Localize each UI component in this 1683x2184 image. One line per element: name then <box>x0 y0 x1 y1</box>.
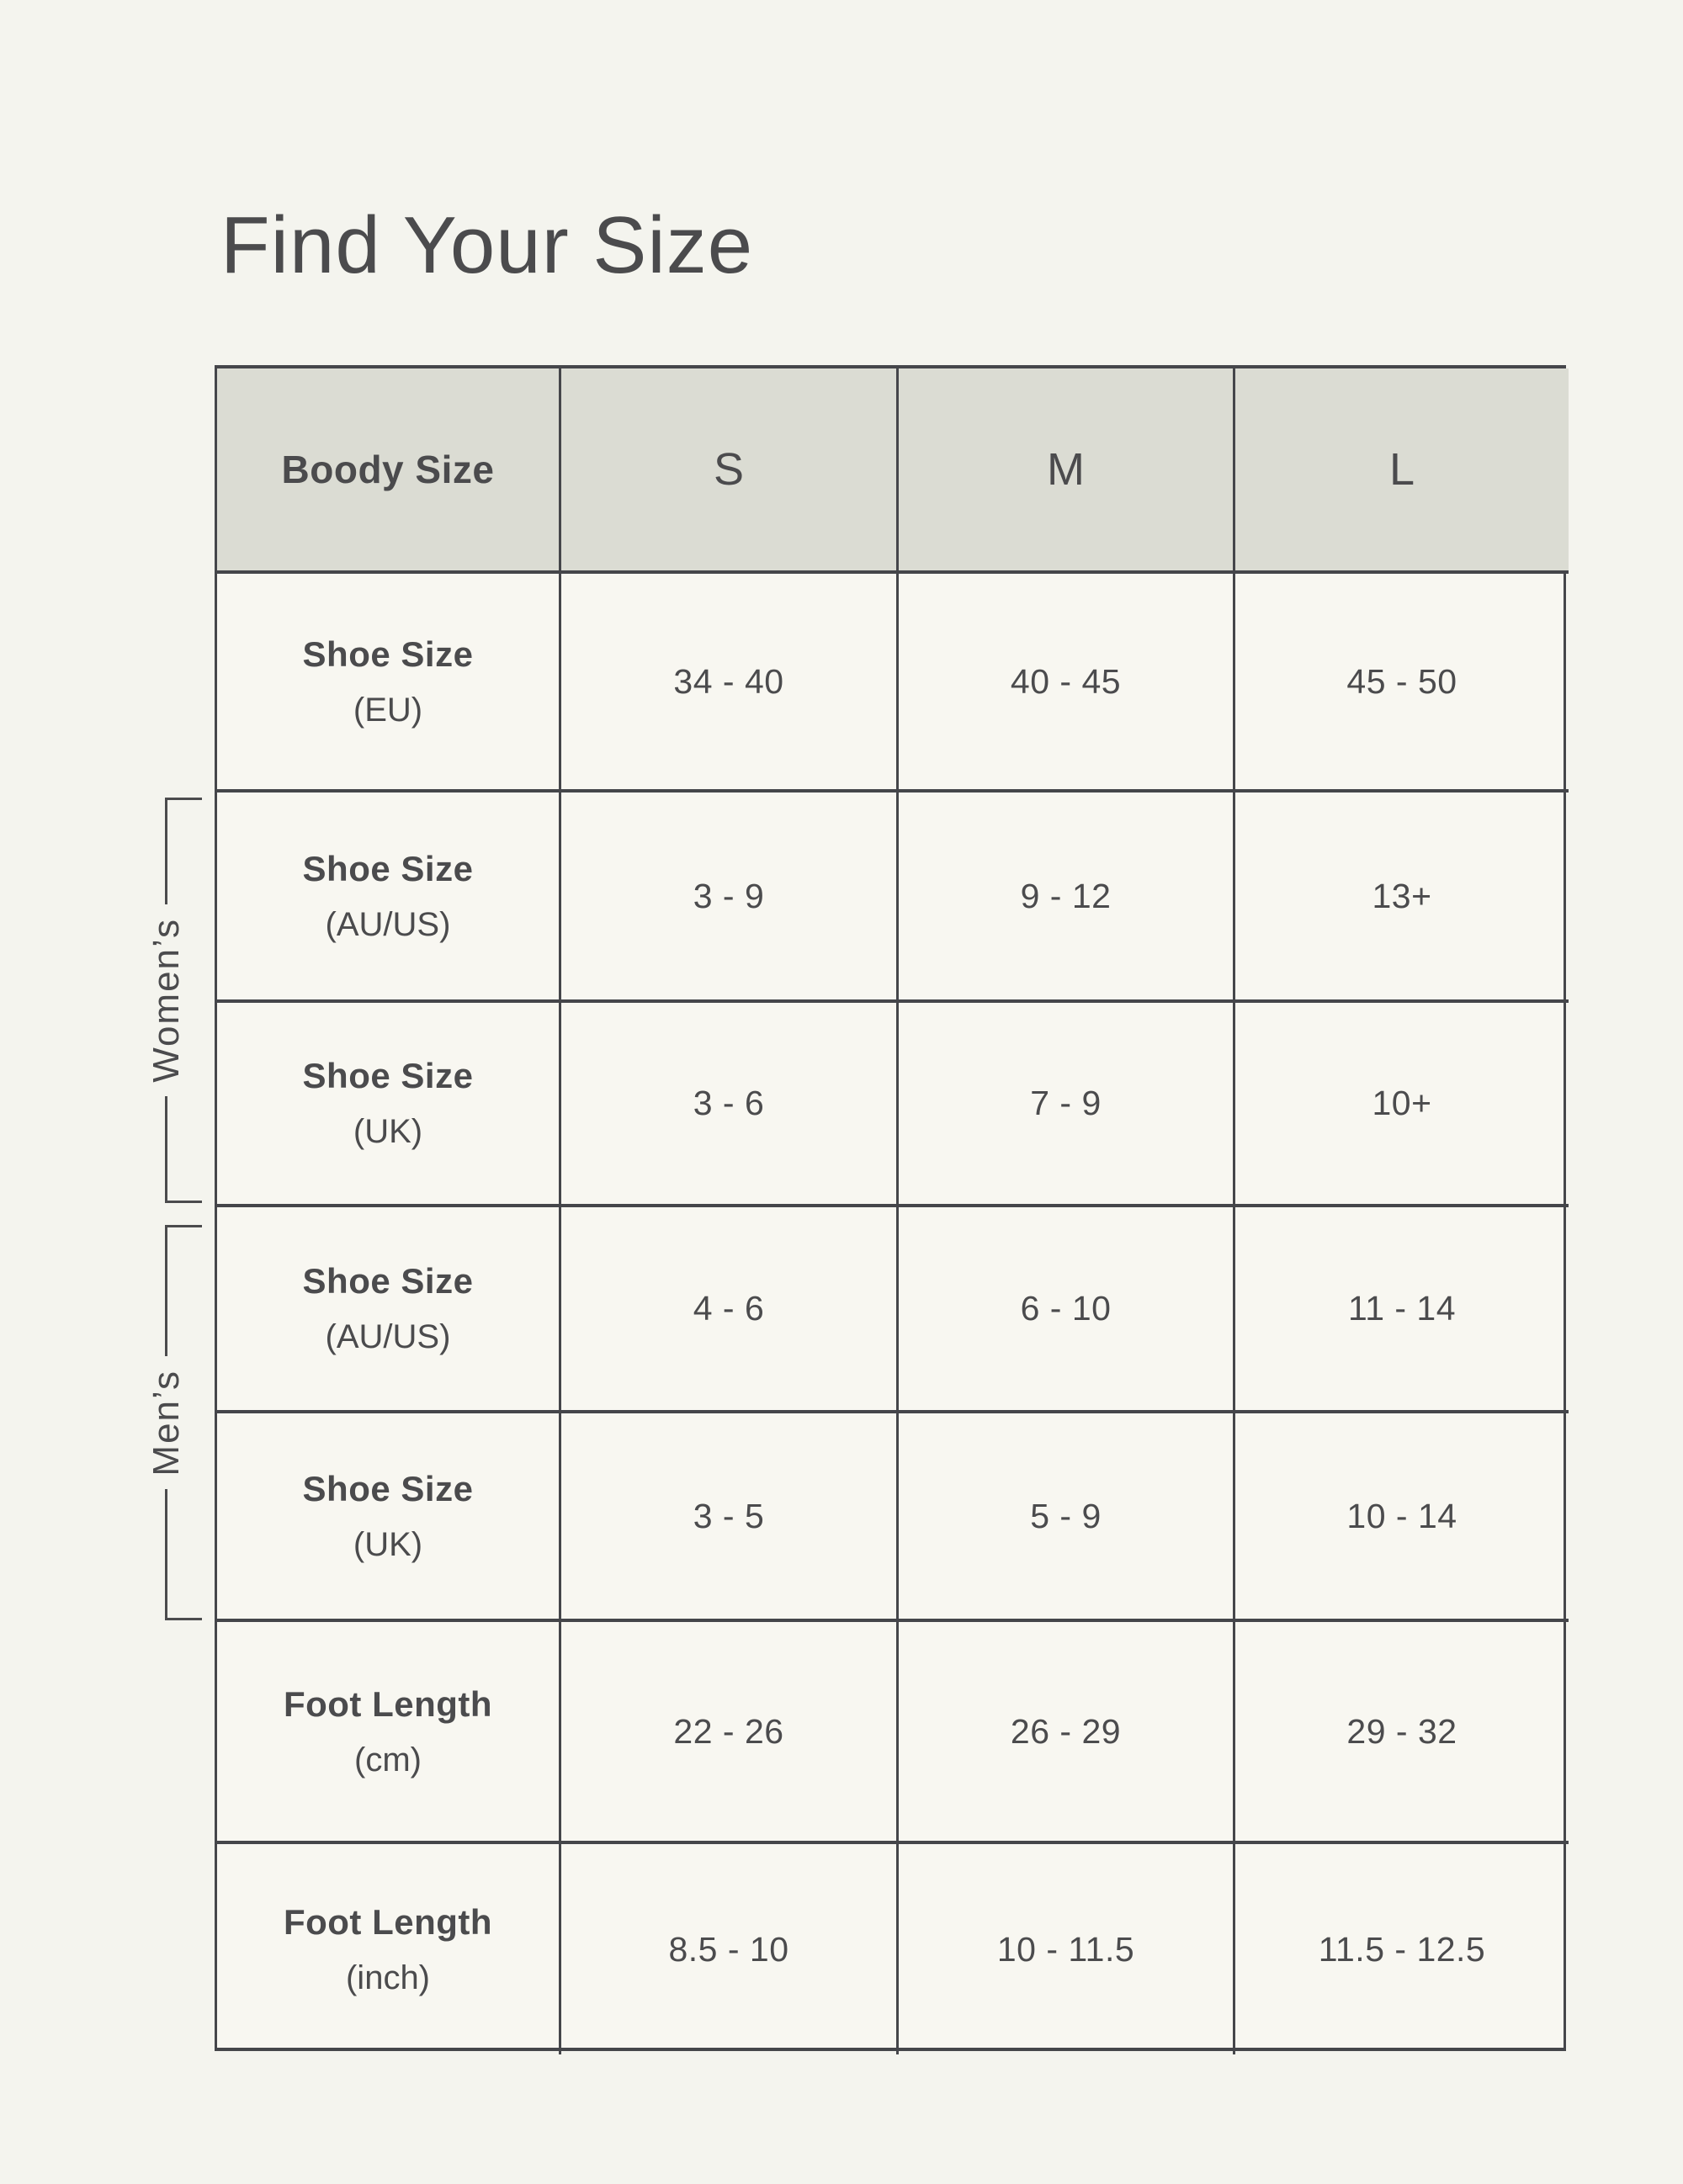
cell-eu-l: 45 - 50 <box>1235 574 1569 792</box>
row-header-foot-length-inch: Foot Length (inch) <box>217 1844 561 2054</box>
cell-womens-auus-l: 13+ <box>1235 792 1569 1003</box>
cell-womens-auus-m: 9 - 12 <box>899 792 1235 1003</box>
row-unit: (AU/US) <box>325 1318 451 1355</box>
page-title: Find Your Size <box>220 200 754 291</box>
column-header-m: M <box>899 368 1235 574</box>
row-label: Foot Length <box>283 1683 493 1724</box>
bracket-line-top <box>165 1225 202 1356</box>
row-unit: (UK) <box>353 1113 423 1150</box>
row-header-shoe-size-eu: Shoe Size (EU) <box>217 574 561 792</box>
cell-mens-uk-m: 5 - 9 <box>899 1413 1235 1622</box>
row-label: Shoe Size <box>302 848 474 888</box>
cell-eu-s: 34 - 40 <box>561 574 899 792</box>
row-header-foot-length-cm: Foot Length (cm) <box>217 1622 561 1844</box>
cell-womens-uk-s: 3 - 6 <box>561 1003 899 1207</box>
bracket-line-bottom <box>165 1489 202 1621</box>
mens-group-label: Men’s <box>146 1369 187 1476</box>
row-unit: (AU/US) <box>325 905 451 943</box>
cell-footcm-m: 26 - 29 <box>899 1622 1235 1844</box>
column-header-s: S <box>561 368 899 574</box>
cell-womens-auus-s: 3 - 9 <box>561 792 899 1003</box>
cell-mens-uk-l: 10 - 14 <box>1235 1413 1569 1622</box>
cell-womens-uk-m: 7 - 9 <box>899 1003 1235 1207</box>
row-header-womens-shoe-size-auus: Shoe Size (AU/US) <box>217 792 561 1003</box>
size-chart-table: Boody Size S M L Shoe Size (EU) 34 - 40 … <box>215 365 1569 2054</box>
row-label: Shoe Size <box>302 1056 474 1095</box>
cell-footcm-l: 29 - 32 <box>1235 1622 1569 1844</box>
row-unit: (inch) <box>345 1959 431 1996</box>
row-unit: (cm) <box>354 1741 422 1778</box>
cell-mens-auus-s: 4 - 6 <box>561 1207 899 1413</box>
row-label: Shoe Size <box>302 1261 474 1301</box>
mens-group-bracket: Men’s <box>146 1225 202 1621</box>
row-header-womens-shoe-size-uk: Shoe Size (UK) <box>217 1003 561 1207</box>
cell-eu-m: 40 - 45 <box>899 574 1235 792</box>
row-unit: (UK) <box>353 1525 423 1563</box>
cell-footinch-l: 11.5 - 12.5 <box>1318 1929 1486 1969</box>
row-header-mens-shoe-size-uk: Shoe Size (UK) <box>217 1413 561 1622</box>
cell-mens-uk-s: 3 - 5 <box>561 1413 899 1622</box>
cell-footinch-m: 10 - 11.5 <box>899 1844 1235 2054</box>
cell-footinch-s: 8.5 - 10 <box>561 1844 899 2054</box>
row-label: Foot Length <box>283 1901 493 1942</box>
womens-group-bracket: Women’s <box>146 798 202 1203</box>
row-unit: (EU) <box>353 691 423 729</box>
cell-footcm-s: 22 - 26 <box>561 1622 899 1844</box>
cell-mens-auus-m: 6 - 10 <box>899 1207 1235 1413</box>
cell-womens-uk-l: 10+ <box>1235 1003 1569 1207</box>
row-header-mens-shoe-size-auus: Shoe Size (AU/US) <box>217 1207 561 1413</box>
womens-group-label: Women’s <box>146 918 187 1083</box>
bracket-line-bottom <box>165 1095 202 1203</box>
table-corner-header: Boody Size <box>217 368 561 574</box>
cell-mens-auus-l: 11 - 14 <box>1235 1207 1569 1413</box>
row-label: Shoe Size <box>302 1468 474 1508</box>
bracket-line-top <box>165 798 202 905</box>
column-header-l: L <box>1235 368 1569 574</box>
row-label: Shoe Size <box>302 633 474 674</box>
